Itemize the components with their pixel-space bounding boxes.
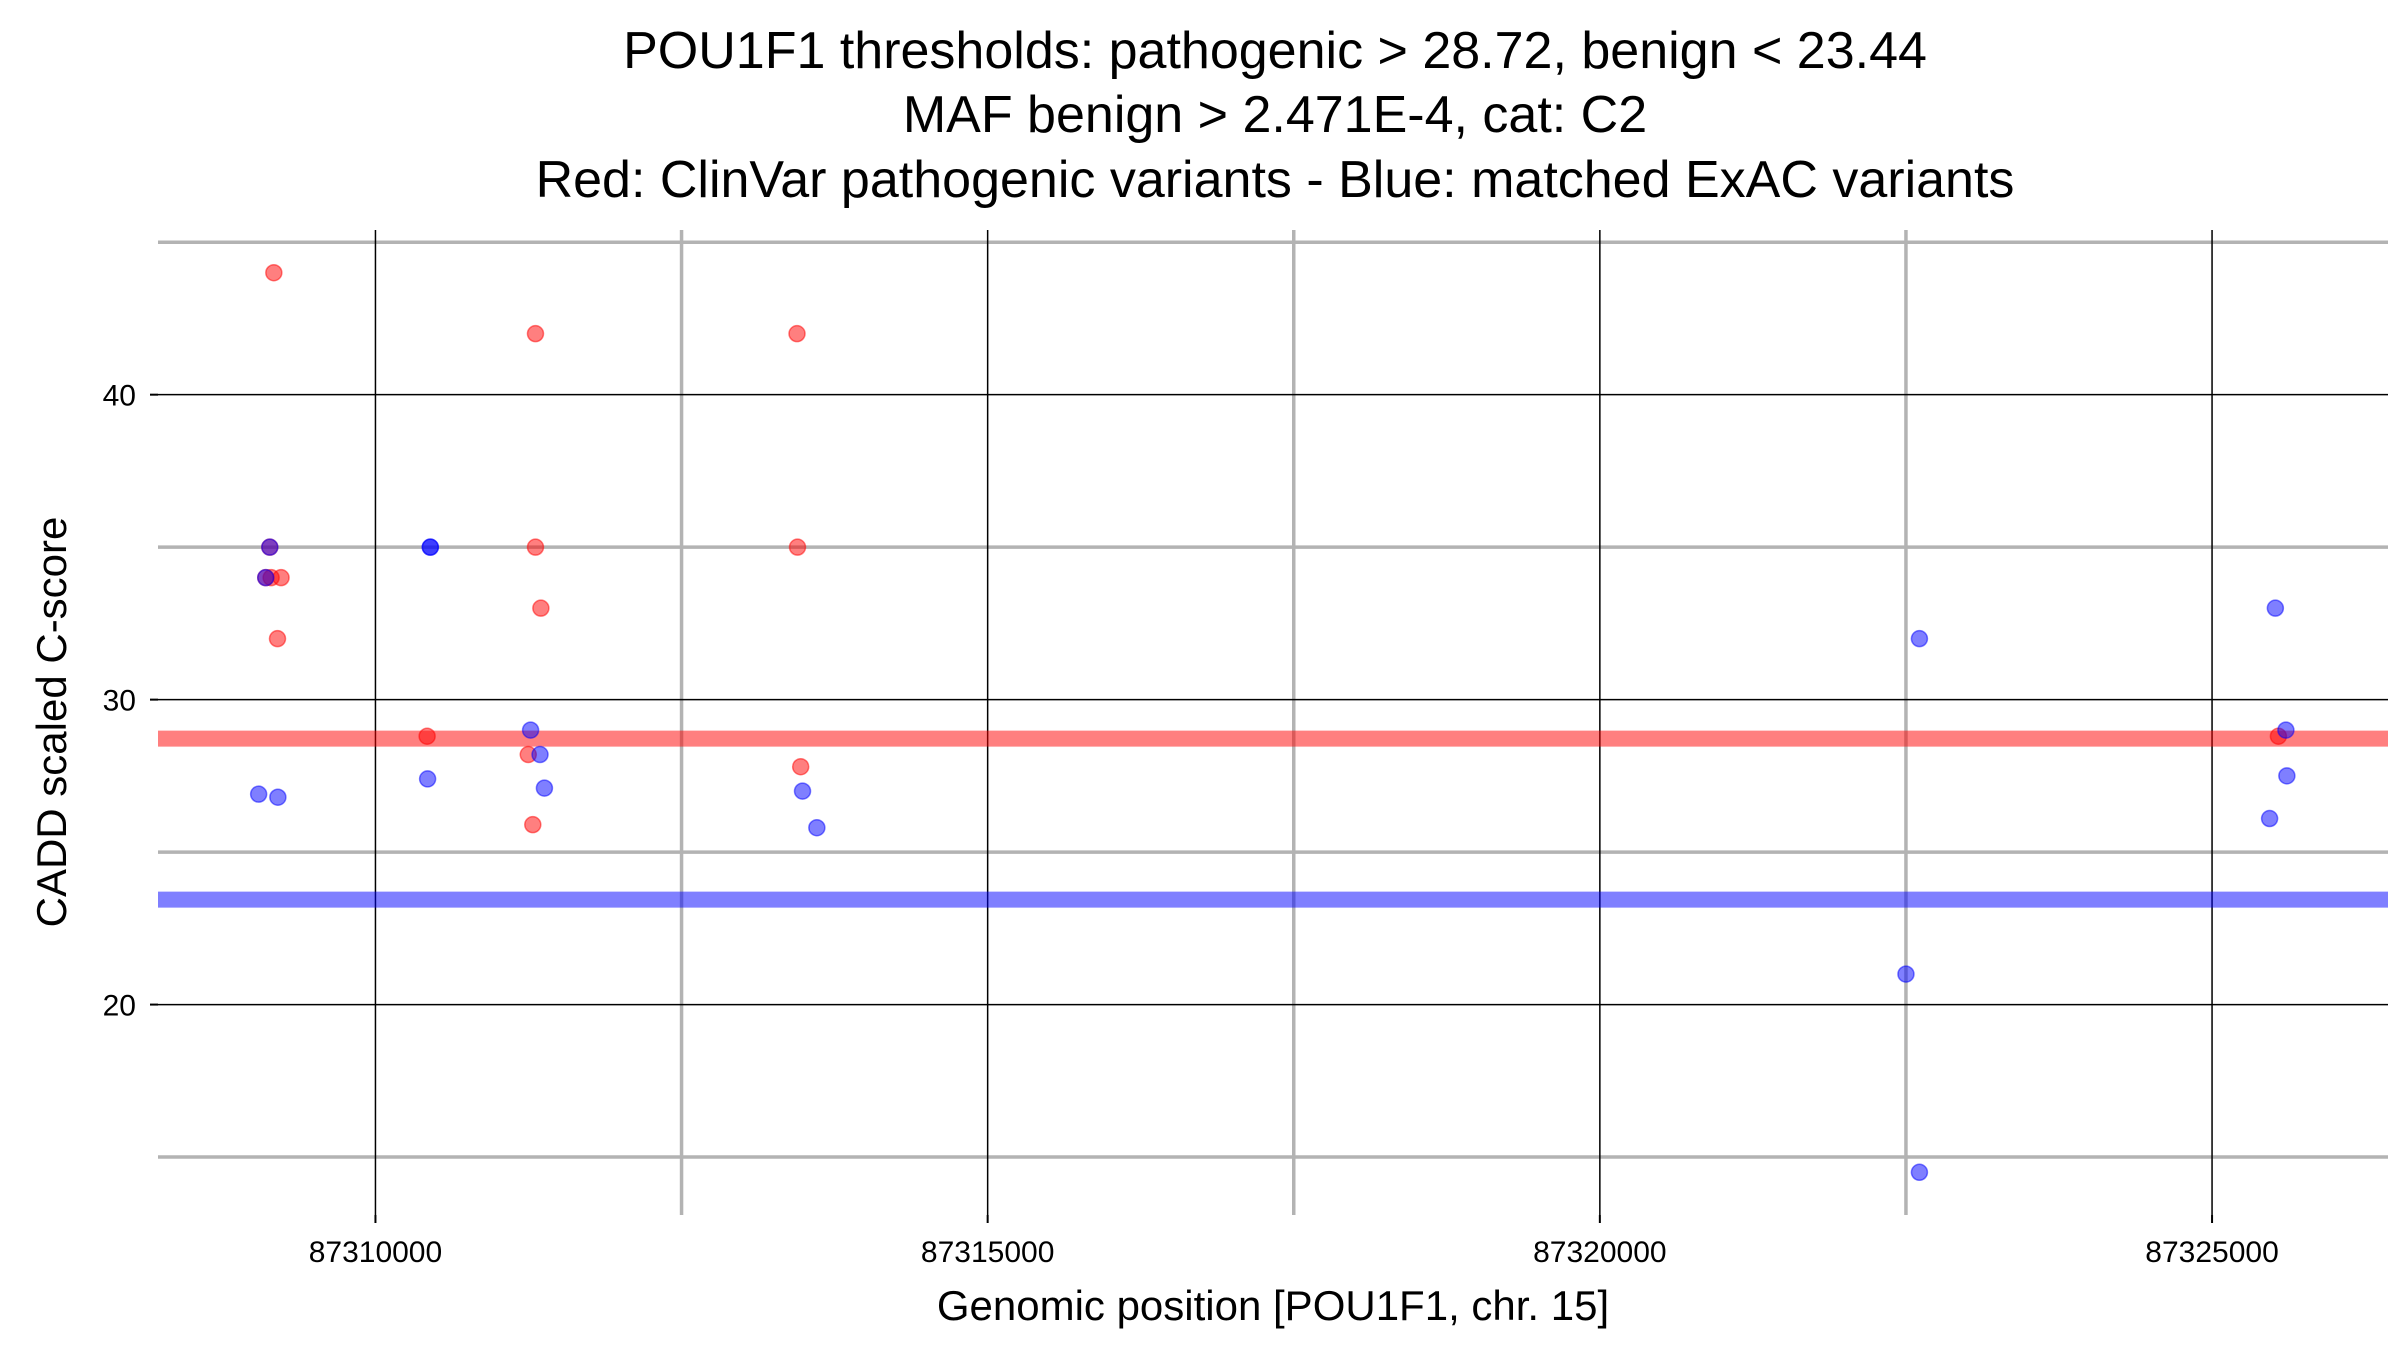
clinvar-point bbox=[788, 538, 807, 556]
y-tick-label: 20 bbox=[103, 990, 136, 1023]
threshold-lines bbox=[158, 730, 2388, 908]
exac-point bbox=[261, 538, 279, 556]
axis-ticks: 87310000 87315000 87320000 87325000 20 30 40 bbox=[103, 380, 2279, 1269]
clinvar-point bbox=[526, 538, 545, 556]
exac-point bbox=[2277, 721, 2295, 739]
exac-point bbox=[1897, 965, 1915, 983]
y-tick-label: 30 bbox=[103, 685, 136, 718]
y-axis-title: CADD scaled C-score bbox=[28, 517, 75, 928]
x-tick-label: 87315000 bbox=[921, 1236, 1054, 1269]
exac-point bbox=[2278, 767, 2296, 785]
exac-point bbox=[418, 770, 437, 788]
clinvar-point bbox=[532, 599, 550, 617]
clinvar-point bbox=[418, 727, 436, 745]
exac-point bbox=[535, 779, 554, 797]
clinvar-point bbox=[272, 568, 290, 587]
clinvar-point bbox=[524, 815, 542, 834]
clinvar-point bbox=[526, 324, 545, 343]
data-points bbox=[249, 263, 2296, 1182]
x-axis-title: Genomic position [POU1F1, chr. 15] bbox=[937, 1282, 1609, 1329]
clinvar-point bbox=[791, 757, 810, 776]
exac-point bbox=[256, 568, 275, 587]
chart-title-line-2: MAF benign > 2.471E-4, cat: C2 bbox=[903, 86, 1647, 144]
exac-point bbox=[2260, 809, 2279, 828]
exac-point bbox=[531, 745, 549, 764]
y-tick-label: 40 bbox=[103, 380, 136, 413]
x-tick-label: 87320000 bbox=[1533, 1236, 1666, 1269]
exac-point bbox=[1910, 629, 1929, 648]
exac-point bbox=[793, 782, 812, 800]
exac-point bbox=[421, 538, 440, 556]
chart-title-line-1: POU1F1 thresholds: pathogenic > 28.72, b… bbox=[623, 22, 1927, 80]
x-tick-label: 87310000 bbox=[309, 1236, 442, 1269]
exac-point bbox=[808, 818, 826, 837]
exac-point bbox=[2266, 599, 2285, 617]
exac-point bbox=[521, 721, 540, 739]
clinvar-point bbox=[268, 629, 287, 648]
clinvar-point bbox=[788, 324, 806, 343]
clinvar-point bbox=[265, 263, 283, 282]
x-tick-label: 87325000 bbox=[2145, 1236, 2278, 1269]
exac-point bbox=[1910, 1163, 1929, 1182]
grid bbox=[158, 230, 2388, 1215]
exac-point bbox=[269, 788, 287, 806]
exac-point bbox=[249, 785, 268, 803]
chart-title-line-3: Red: ClinVar pathogenic variants - Blue:… bbox=[536, 151, 2015, 209]
